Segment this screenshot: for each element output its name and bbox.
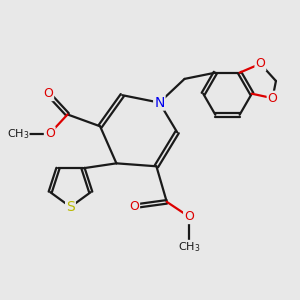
- Text: O: O: [45, 127, 55, 140]
- Text: N: N: [154, 96, 164, 110]
- Text: O: O: [129, 200, 139, 213]
- Text: S: S: [66, 200, 75, 214]
- Text: O: O: [268, 92, 278, 105]
- Text: O: O: [184, 210, 194, 223]
- Text: CH$_3$: CH$_3$: [7, 127, 29, 141]
- Text: CH$_3$: CH$_3$: [178, 240, 200, 254]
- Text: O: O: [43, 87, 53, 100]
- Text: O: O: [256, 57, 265, 70]
